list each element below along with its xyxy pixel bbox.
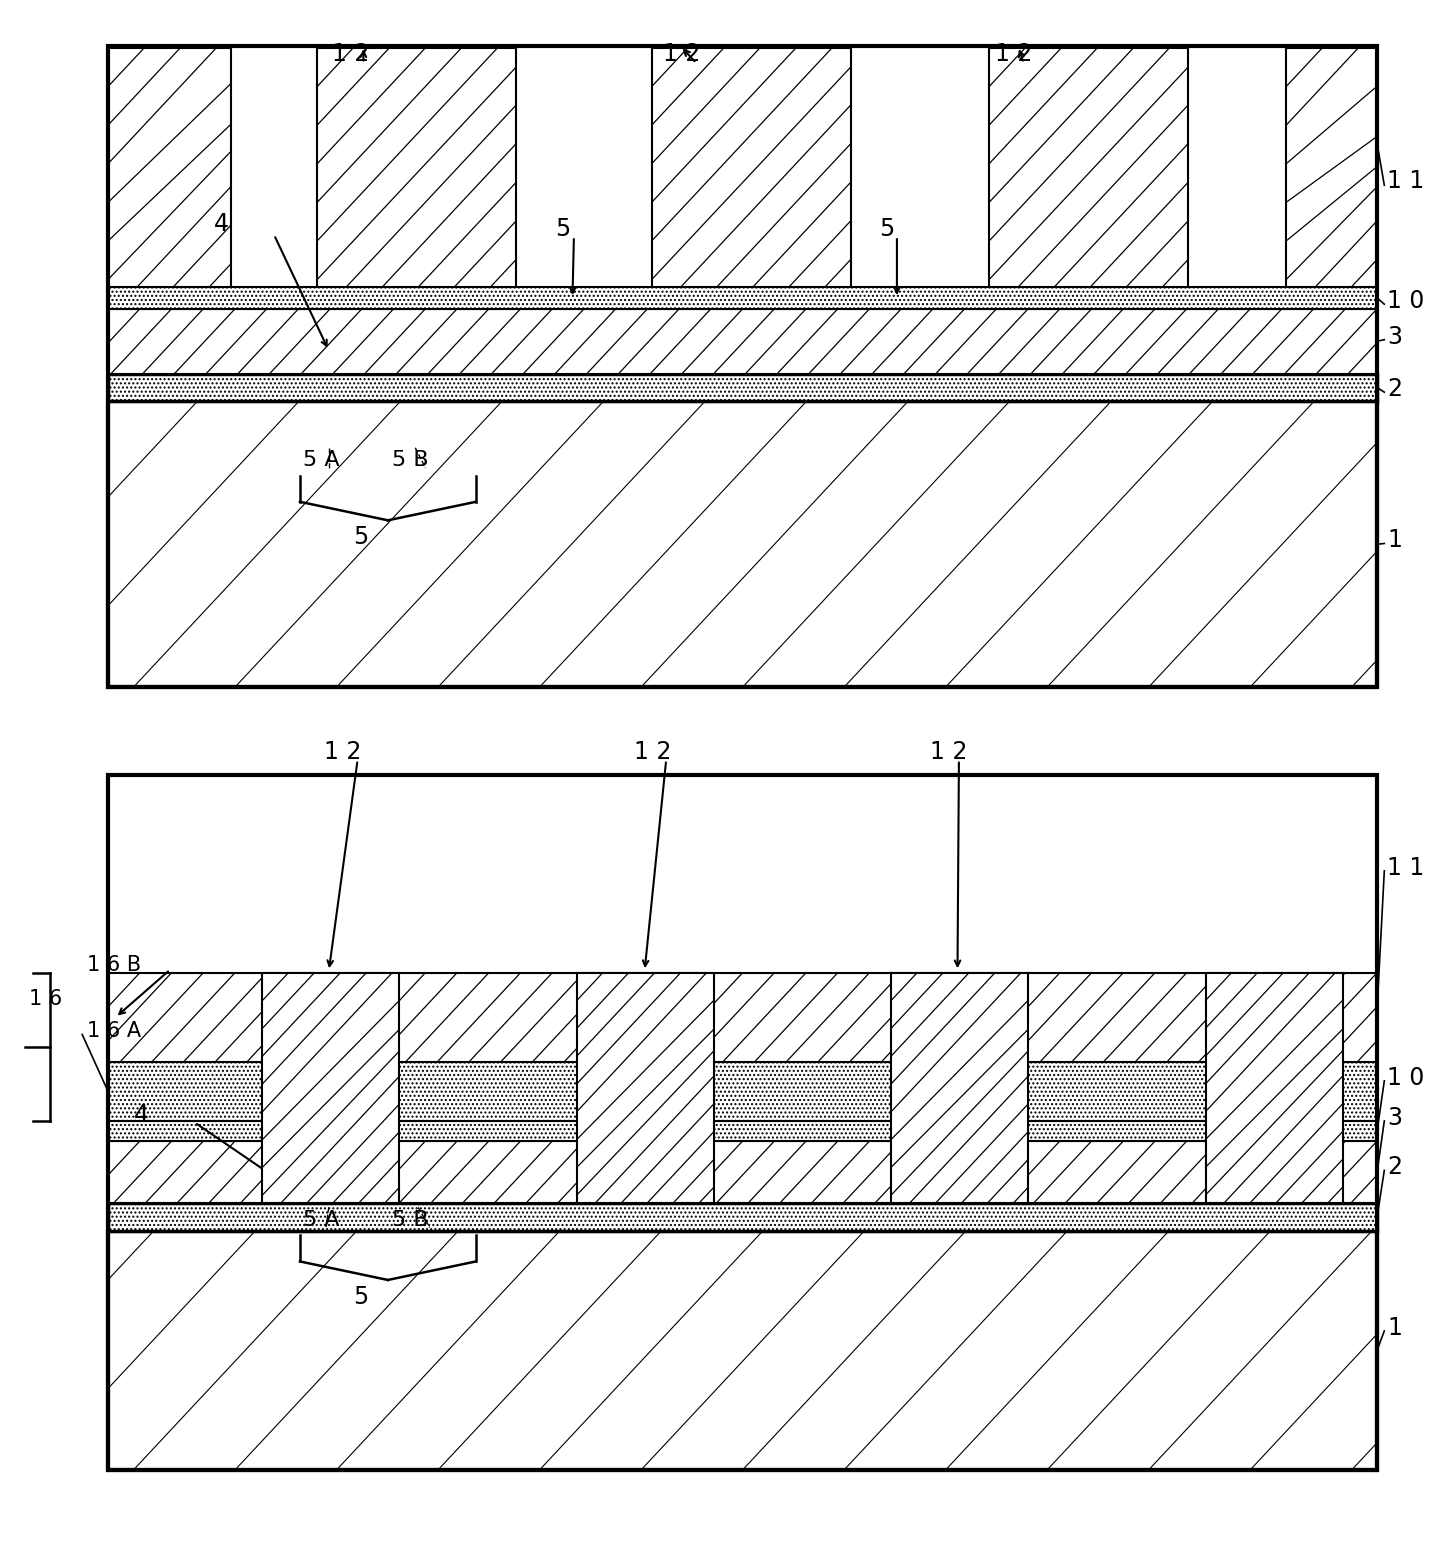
Bar (108, 1062, 1377, 1121)
Bar (108, 287, 1377, 309)
Text: 1 0: 1 0 (1387, 289, 1425, 313)
Bar (108, 374, 1377, 401)
Bar (1286, 48, 1377, 287)
Text: 1 6 A: 1 6 A (87, 1022, 141, 1041)
Text: 3: 3 (1387, 324, 1402, 349)
Bar (108, 973, 1377, 1062)
Text: 4: 4 (213, 212, 228, 236)
Bar (989, 48, 1188, 287)
Bar (577, 973, 714, 1203)
Bar (108, 309, 1377, 374)
Bar (652, 48, 851, 287)
Bar (108, 1203, 1377, 1231)
Bar (108, 1141, 1377, 1203)
Text: 1 2: 1 2 (634, 740, 672, 764)
Text: 1: 1 (1387, 528, 1402, 553)
Text: 5 B: 5 B (392, 1210, 428, 1229)
Text: 3: 3 (1387, 1106, 1402, 1130)
Text: 1 6: 1 6 (29, 990, 62, 1008)
Bar (108, 775, 1377, 1470)
Text: 1 2: 1 2 (930, 740, 968, 764)
Text: 5: 5 (880, 216, 895, 241)
Text: 5: 5 (555, 216, 571, 241)
Bar (108, 1231, 1377, 1470)
Text: 5 B: 5 B (392, 451, 428, 469)
Bar (262, 973, 399, 1203)
Text: 5 A: 5 A (303, 1210, 339, 1229)
Text: 2: 2 (1387, 377, 1402, 401)
Text: 1 1: 1 1 (1387, 855, 1425, 880)
Bar (1206, 973, 1343, 1203)
Bar (891, 973, 1028, 1203)
Text: 1 2: 1 2 (332, 42, 369, 66)
Text: 1: 1 (1387, 1315, 1402, 1340)
Text: 2: 2 (1387, 1155, 1402, 1180)
Text: 1 2: 1 2 (995, 42, 1032, 66)
Bar (108, 1121, 1377, 1141)
Text: 5 A: 5 A (303, 451, 339, 469)
Text: 1 6 B: 1 6 B (87, 956, 141, 974)
Text: 1 1: 1 1 (1387, 168, 1425, 193)
Text: 5: 5 (353, 525, 369, 550)
Text: 4: 4 (134, 1102, 149, 1127)
Bar (317, 48, 516, 287)
Text: 5: 5 (353, 1285, 369, 1309)
Bar (108, 46, 1377, 687)
Text: 1 2: 1 2 (324, 740, 362, 764)
Bar (108, 48, 231, 287)
Text: 1 0: 1 0 (1387, 1065, 1425, 1090)
Text: 1 2: 1 2 (663, 42, 701, 66)
Bar (108, 401, 1377, 687)
